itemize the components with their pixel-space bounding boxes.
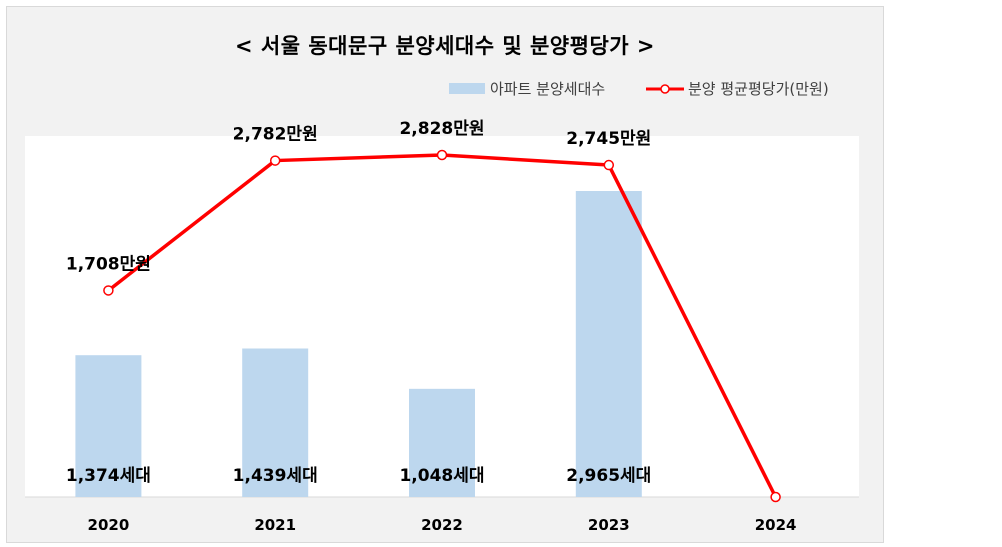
- line-label-2023: 2,745만원: [566, 129, 651, 149]
- line-label-2021: 2,782만원: [233, 125, 318, 145]
- legend-bar-swatch: [449, 83, 485, 94]
- line-label-2020: 1,708만원: [66, 254, 151, 274]
- bar-label-2020: 1,374세대: [66, 466, 151, 486]
- chart-title: < 서울 동대문구 분양세대수 및 분양평당가 >: [235, 34, 655, 58]
- x-tick-2023: 2023: [588, 516, 630, 534]
- bar-label-2021: 1,439세대: [233, 466, 318, 486]
- bar-2023: [575, 191, 642, 497]
- legend-line-marker: [660, 84, 670, 94]
- x-tick-2024: 2024: [755, 516, 797, 534]
- line-point-2023: [603, 159, 615, 171]
- bar-label-2022: 1,048세대: [399, 466, 484, 486]
- x-tick-2020: 2020: [88, 516, 130, 534]
- bar-label-2023: 2,965세대: [566, 466, 651, 486]
- line-point-2021: [269, 155, 281, 166]
- line-point-2020: [103, 285, 114, 296]
- line-point-2022: [436, 149, 448, 161]
- bar-2022: [409, 388, 475, 497]
- bar-2020: [75, 355, 142, 497]
- line-label-2022: 2,828만원: [399, 119, 484, 139]
- legend-bar-label: 아파트 분양세대수: [490, 80, 605, 98]
- x-tick-2022: 2022: [421, 516, 463, 534]
- x-tick-2021: 2021: [254, 516, 296, 534]
- legend-line-label: 분양 평균평당가(만원): [688, 80, 829, 98]
- line-point-2024: [770, 491, 781, 503]
- bar-2021: [242, 348, 309, 497]
